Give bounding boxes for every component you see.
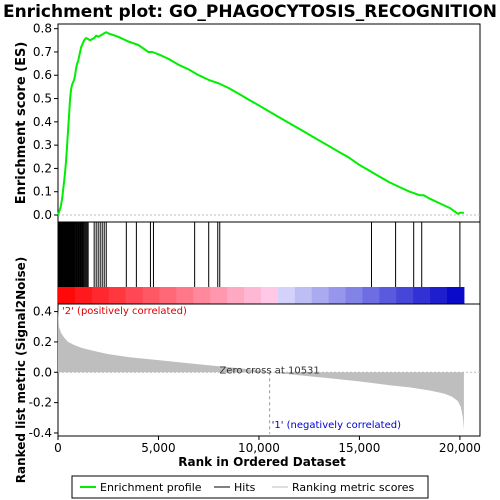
es-y-tick-label: 0.5 xyxy=(33,92,52,106)
rank-bar-segment xyxy=(176,287,194,304)
rank-bar-segment xyxy=(362,287,380,304)
rank-bar-segment xyxy=(379,287,397,304)
legend-hits-label: Hits xyxy=(234,481,256,494)
enrichment-profile-line xyxy=(57,31,464,216)
legend-frame xyxy=(71,475,429,499)
chart-title: Enrichment plot: GO_PHAGOCYTOSIS_RECOGNI… xyxy=(3,2,497,22)
rank-bar-segment xyxy=(244,287,262,304)
rank-bar-segment xyxy=(74,287,93,304)
positive-correlation-label: '2' (positively correlated) xyxy=(62,306,187,317)
rank-bar-segment xyxy=(193,287,211,304)
metric-y-tick-label: 0.2 xyxy=(33,335,52,349)
metric-y-tick-label: 0.0 xyxy=(33,365,52,379)
x-tick-label: 15,000 xyxy=(338,441,380,455)
ranking-metric-area xyxy=(58,308,464,430)
rank-bar-segment xyxy=(260,287,279,304)
legend-metric-label: Ranking metric scores xyxy=(292,481,414,494)
rank-bar-segment xyxy=(58,287,76,304)
hits-marks xyxy=(58,222,461,287)
rank-bar-segment xyxy=(227,287,245,304)
rank-color-bar xyxy=(58,287,465,304)
es-y-tick-label: 0.2 xyxy=(33,161,52,175)
es-y-tick-label: 0.1 xyxy=(33,185,52,199)
metric-y-axis-label: Ranked list metric (Signal2Noise) xyxy=(14,257,28,484)
rank-bar-segment xyxy=(294,287,313,304)
metric-y-ticks: 0.4 0.2 0.0 -0.2 -0.4 xyxy=(29,305,58,440)
rank-bar-segment xyxy=(413,287,431,304)
es-y-tick-label: 0.3 xyxy=(33,138,52,152)
es-y-tick-label: 0.7 xyxy=(33,45,52,59)
zero-cross-label: Zero cross at 10531 xyxy=(219,365,319,376)
rank-bar-segment xyxy=(328,287,347,304)
rank-bar-segment xyxy=(345,287,363,304)
rank-bar-segment xyxy=(311,287,330,304)
es-y-tick-label: 0.6 xyxy=(33,68,52,82)
x-tick-label: 5,000 xyxy=(141,441,175,455)
legend-es-label: Enrichment profile xyxy=(100,481,202,494)
es-y-axis-label: Enrichment score (ES) xyxy=(14,42,29,205)
metric-x-ticks: 0 5,000 10,000 15,000 20,000 xyxy=(54,436,481,455)
x-tick-label: 20,000 xyxy=(439,441,481,455)
rank-bar-segment xyxy=(277,287,296,304)
rank-bar-segment xyxy=(142,287,160,304)
rank-bar-segment xyxy=(159,287,177,304)
rank-bar-segment xyxy=(447,287,465,304)
x-axis-label: Rank in Ordered Dataset xyxy=(178,455,346,469)
es-panel-frame xyxy=(57,23,481,223)
rank-bar-segment xyxy=(108,287,127,304)
metric-y-tick-label: 0.4 xyxy=(33,305,52,319)
es-y-tick-label: 0.4 xyxy=(33,115,52,129)
rank-bar-segment xyxy=(396,287,414,304)
es-y-tick-label: 0.8 xyxy=(33,22,52,36)
rank-bar-segment xyxy=(91,287,110,304)
rank-bar-segment xyxy=(125,287,144,304)
rank-bar-segment xyxy=(210,287,228,304)
x-tick-label: 10,000 xyxy=(238,441,280,455)
es-y-tick-label: 0.0 xyxy=(33,208,52,222)
legend: Enrichment profile Hits Ranking metric s… xyxy=(71,475,429,499)
metric-y-tick-label: -0.4 xyxy=(29,426,52,440)
x-tick-label: 0 xyxy=(54,441,62,455)
rank-bar-segment xyxy=(430,287,448,304)
metric-y-tick-label: -0.2 xyxy=(29,396,52,410)
negative-correlation-label: '1' (negatively correlated) xyxy=(272,420,401,431)
es-y-ticks: 0.0 0.1 0.2 0.3 0.4 0.5 0.6 0.7 0.8 xyxy=(33,22,58,222)
